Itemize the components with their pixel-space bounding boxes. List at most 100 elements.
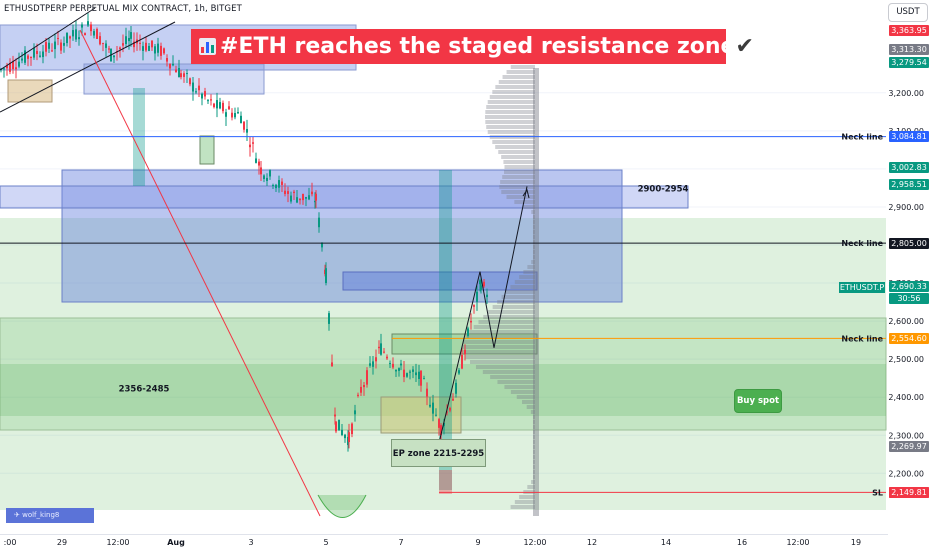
volume-profile-bar [533, 455, 535, 459]
upper-box [83, 63, 265, 95]
candle-body [178, 68, 180, 78]
volume-profile-bar [522, 400, 535, 404]
candle-body [204, 91, 206, 97]
candle-body [290, 195, 292, 202]
candle-body [81, 24, 83, 28]
volume-profile-bar [470, 360, 535, 364]
candle-body [151, 40, 153, 48]
candle-body [296, 197, 298, 203]
candle-body [102, 42, 104, 44]
ep-zone-label: EP zone 2215-2295 [391, 439, 486, 467]
candle-body [183, 73, 185, 77]
volume-profile-bar [490, 375, 535, 379]
projection-path [438, 186, 528, 443]
candle-body [269, 170, 271, 177]
y-tick-label: 2,600.00 [888, 317, 924, 326]
volume-profile-bar [533, 240, 535, 244]
candle-body [27, 55, 29, 59]
author-watermark: ✈ wolf_king8 [6, 508, 94, 523]
candle-body [302, 193, 304, 201]
volume-profile-bar [510, 390, 535, 394]
volume-profile-bar [504, 165, 535, 169]
candle-body [108, 48, 110, 50]
candle-body [378, 346, 380, 349]
candle-body [293, 191, 295, 194]
x-tick-label: 12:00 [106, 538, 130, 547]
candle-body [341, 429, 343, 436]
candle-body [275, 184, 277, 189]
price-tag: 2,149.81 [889, 486, 929, 498]
volume-profile-bar [504, 385, 535, 389]
x-tick-label: 29 [56, 538, 68, 547]
candle-body [128, 37, 130, 42]
candle-body [157, 43, 159, 53]
currency-unit-button[interactable]: USDT [888, 3, 928, 22]
volume-profile-bar [485, 120, 535, 124]
candle-body [470, 320, 472, 323]
candle-body [438, 419, 440, 428]
volume-profile-bar [492, 305, 535, 309]
candle-body [66, 32, 68, 44]
candle-body [234, 113, 236, 118]
candle-body [113, 55, 115, 58]
volume-profile-bar [531, 480, 535, 484]
candle-body [348, 432, 350, 443]
candle-body [172, 63, 174, 66]
level-label: Neck line [841, 239, 883, 248]
candle-body [154, 46, 156, 54]
volume-profile-bar [506, 290, 535, 294]
volume-profile-bar [527, 265, 535, 269]
candle-body [21, 58, 23, 61]
volume-profile-bar [514, 200, 535, 204]
candle-body [461, 355, 463, 369]
volume-profile-bar [475, 365, 535, 369]
candle-body [69, 36, 71, 39]
volume-profile-bar [533, 415, 535, 419]
price-tag: 3,363.95 [889, 24, 929, 36]
candle-body [198, 85, 200, 91]
candle-body [189, 78, 191, 85]
candle-body [420, 370, 422, 386]
candle-body [418, 371, 420, 379]
candle-body [51, 50, 53, 52]
candle-body [30, 57, 32, 59]
candle-body [231, 112, 233, 118]
x-tick-label: 14 [660, 538, 672, 547]
volume-profile-bar [495, 85, 535, 89]
candle-body [321, 243, 323, 248]
channel-line [0, 7, 96, 71]
candle-body [486, 294, 488, 298]
candle-body [338, 419, 340, 431]
candle-body [63, 43, 65, 46]
candle-body [255, 158, 257, 163]
candle-body [237, 112, 239, 114]
price-tag: 2,690.33 [889, 281, 929, 293]
volume-profile-bar [510, 65, 535, 69]
candle-body [133, 41, 135, 48]
candle-body [398, 368, 400, 371]
candle-body [169, 63, 171, 69]
volume-profile-bar [523, 205, 535, 209]
candle-body [305, 197, 307, 199]
volume-profile-bar [533, 230, 535, 234]
volume-profile-bar [489, 95, 535, 99]
candle-body [299, 198, 301, 201]
candle-body [39, 55, 41, 57]
y-tick-label: 2,300.00 [888, 431, 924, 440]
candle-body [360, 386, 362, 393]
time-axis[interactable]: :00 29 12:00 Aug 3 5 7 9 12:00 12 14 16 12:00 19 [0, 534, 888, 551]
candle-body [222, 102, 224, 112]
price-tag: 3,313.30 [889, 44, 929, 56]
x-tick-label: 16 [736, 538, 748, 547]
candle-body [166, 58, 168, 62]
candle-body [243, 121, 245, 130]
x-tick-label: Aug [167, 538, 185, 547]
candle-body [464, 349, 466, 355]
candle-body [263, 175, 265, 179]
candle-body [308, 195, 310, 200]
candle-body [201, 93, 203, 99]
candle-body [375, 357, 377, 362]
x-tick-label: 12:00 [786, 538, 810, 547]
candle-body [449, 407, 451, 411]
